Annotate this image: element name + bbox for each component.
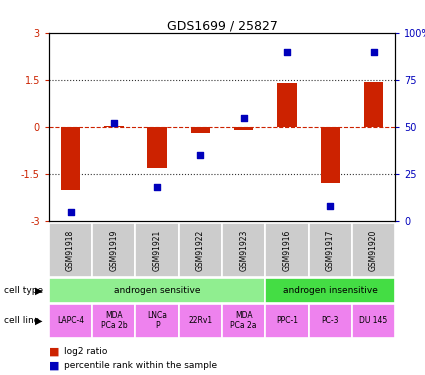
Bar	[309, 223, 352, 277]
Bar	[352, 223, 395, 277]
Bar	[49, 223, 92, 277]
Bar	[222, 223, 265, 277]
Text: DU 145: DU 145	[360, 316, 388, 325]
Text: percentile rank within the sample: percentile rank within the sample	[64, 361, 217, 370]
Bar	[61, 127, 80, 190]
Text: MDA
PCa 2b: MDA PCa 2b	[100, 311, 127, 330]
Bar	[49, 304, 92, 338]
Bar	[352, 304, 395, 338]
Bar	[179, 223, 222, 277]
Text: GSM91918: GSM91918	[66, 229, 75, 271]
Bar	[265, 278, 395, 303]
Text: GSM91921: GSM91921	[153, 229, 162, 271]
Text: ▶: ▶	[35, 285, 42, 296]
Bar	[147, 127, 167, 168]
Bar	[234, 127, 253, 130]
Point	[110, 120, 117, 126]
Text: GSM91919: GSM91919	[109, 229, 118, 271]
Bar	[191, 127, 210, 134]
Point	[327, 203, 334, 209]
Point	[154, 184, 161, 190]
Bar	[222, 304, 265, 338]
Text: LNCa
P: LNCa P	[147, 311, 167, 330]
Text: ■: ■	[49, 360, 60, 370]
Text: PC-3: PC-3	[322, 316, 339, 325]
Text: androgen sensitive: androgen sensitive	[114, 286, 200, 295]
Text: androgen insensitive: androgen insensitive	[283, 286, 378, 295]
Bar	[92, 304, 136, 338]
Point	[370, 49, 377, 55]
Bar	[277, 83, 297, 127]
Text: ▶: ▶	[35, 316, 42, 326]
Text: GSM91920: GSM91920	[369, 229, 378, 271]
Bar	[92, 223, 136, 277]
Bar	[309, 304, 352, 338]
Bar	[49, 278, 265, 303]
Text: ■: ■	[49, 347, 60, 357]
Point	[283, 49, 290, 55]
Bar	[136, 223, 179, 277]
Bar	[136, 304, 179, 338]
Text: GSM91916: GSM91916	[283, 229, 292, 271]
Title: GDS1699 / 25827: GDS1699 / 25827	[167, 19, 278, 32]
Text: 22Rv1: 22Rv1	[188, 316, 212, 325]
Bar	[265, 304, 309, 338]
Text: MDA
PCa 2a: MDA PCa 2a	[230, 311, 257, 330]
Text: GSM91923: GSM91923	[239, 229, 248, 271]
Point	[197, 152, 204, 158]
Text: LAPC-4: LAPC-4	[57, 316, 84, 325]
Bar	[104, 126, 124, 127]
Text: GSM91917: GSM91917	[326, 229, 335, 271]
Point	[240, 115, 247, 121]
Point	[67, 209, 74, 214]
Bar	[320, 127, 340, 183]
Text: cell type: cell type	[4, 286, 43, 295]
Text: PPC-1: PPC-1	[276, 316, 298, 325]
Text: log2 ratio: log2 ratio	[64, 347, 107, 356]
Text: GSM91922: GSM91922	[196, 229, 205, 271]
Bar	[364, 82, 383, 127]
Bar	[265, 223, 309, 277]
Text: cell line: cell line	[4, 316, 40, 325]
Bar	[179, 304, 222, 338]
